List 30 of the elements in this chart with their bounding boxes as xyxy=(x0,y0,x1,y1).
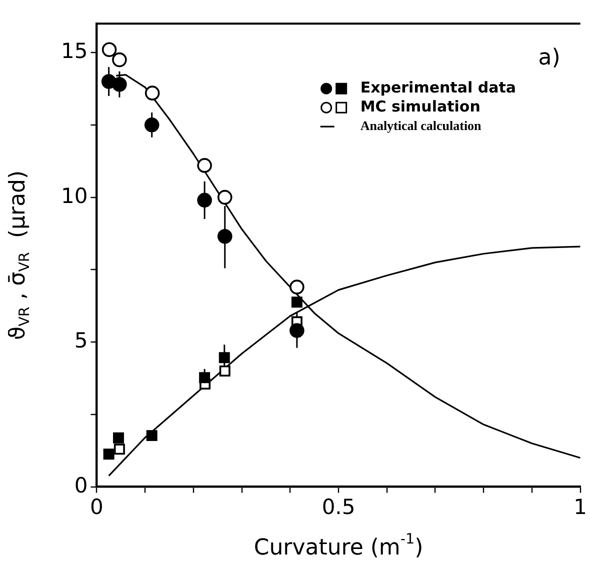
point xyxy=(218,352,230,364)
x-tick-label: 0 xyxy=(90,494,104,519)
point xyxy=(146,430,158,442)
point xyxy=(144,86,160,100)
point xyxy=(291,296,302,308)
legend-label: Experimental data xyxy=(360,78,516,96)
point xyxy=(144,118,160,132)
point xyxy=(290,280,304,294)
point xyxy=(112,52,127,68)
point xyxy=(197,158,212,173)
point xyxy=(199,372,210,384)
point xyxy=(219,366,230,376)
point xyxy=(197,192,212,208)
y-tick-label: 0 xyxy=(74,473,88,498)
x-tick-label: 0.5 xyxy=(322,494,356,519)
point xyxy=(114,444,125,455)
x-tick-label: 1 xyxy=(574,494,588,519)
legend-label: Analytical calculation xyxy=(360,118,482,133)
annotation: a) xyxy=(538,45,560,70)
point xyxy=(103,448,114,460)
y-tick-label: 5 xyxy=(74,328,88,353)
point xyxy=(217,228,232,244)
point xyxy=(112,432,124,444)
y-tick-label: 10 xyxy=(60,184,88,208)
y-tick-label: 15 xyxy=(60,39,88,64)
point xyxy=(290,323,304,338)
point xyxy=(112,76,127,92)
point xyxy=(217,190,232,205)
point xyxy=(102,42,117,58)
legend-label: MC simulation xyxy=(360,97,480,116)
